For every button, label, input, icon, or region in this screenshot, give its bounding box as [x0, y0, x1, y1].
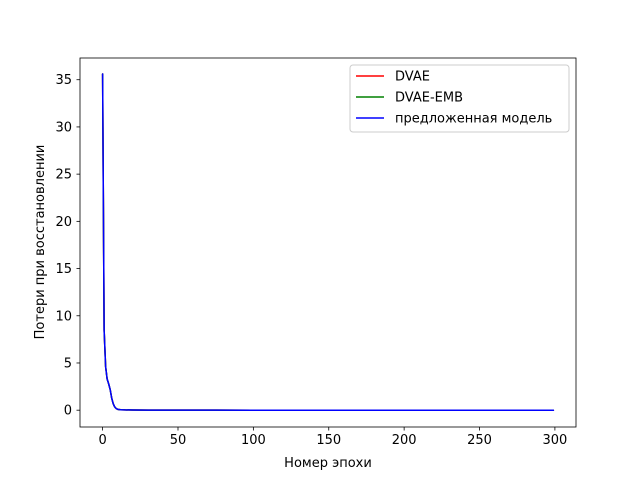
y-tick-label: 35: [55, 73, 72, 88]
x-axis-ticks: 0 50 100 150 200 250 300: [98, 427, 567, 448]
x-tick-label: 100: [241, 433, 266, 448]
legend-label-0: DVAE: [395, 70, 430, 85]
series-line-2: [101, 73, 555, 411]
y-tick-label: 30: [55, 120, 72, 135]
legend-entries: DVAE DVAE-EMB предложенная модель: [356, 70, 552, 127]
plot-area-frame: [79, 57, 577, 428]
y-axis-label: Потери при восстановлении: [33, 145, 48, 340]
x-tick-label: 300: [542, 433, 567, 448]
legend-box: [349, 64, 570, 133]
x-tick-label: 150: [316, 433, 341, 448]
legend: DVAE DVAE-EMB предложенная модель: [349, 64, 570, 133]
x-tick-label: 200: [392, 433, 417, 448]
legend-label-1: DVAE-EMB: [395, 91, 463, 106]
x-tick-label: 250: [467, 433, 492, 448]
y-tick-label: 0: [64, 404, 72, 419]
y-tick-label: 20: [55, 215, 72, 230]
y-axis-ticks: 0 5 10 15 20 25 30 35: [55, 73, 80, 419]
y-tick-label: 15: [55, 262, 72, 277]
x-axis-label: Номер эпохи: [284, 456, 372, 471]
y-tick-label: 5: [64, 356, 72, 371]
x-tick-label: 50: [170, 433, 187, 448]
plot-lines: [101, 73, 555, 411]
y-tick-label: 10: [55, 309, 72, 324]
x-tick-label: 0: [98, 433, 106, 448]
y-tick-label: 25: [55, 168, 72, 183]
legend-label-2: предложенная модель: [395, 112, 552, 127]
